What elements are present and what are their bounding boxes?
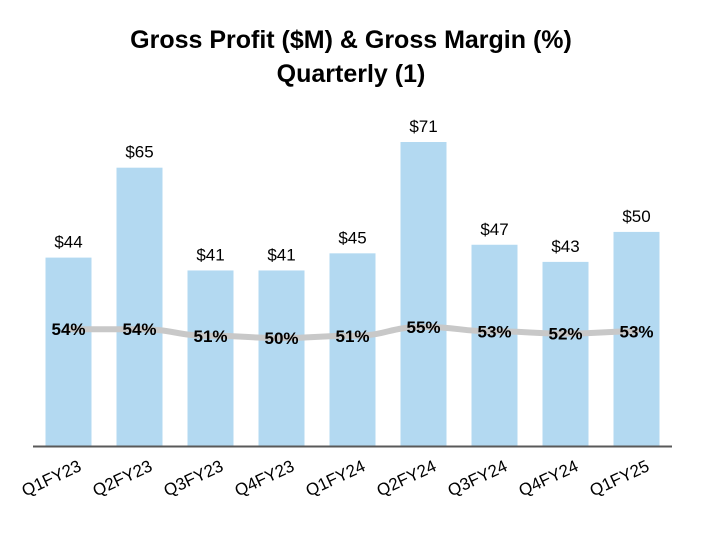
margin-label-Q3FY24: 53% [477, 322, 511, 341]
bar-value-label-Q3FY23: $41 [196, 245, 224, 264]
bar-Q1FY23 [45, 257, 92, 446]
margin-label-Q2FY24: 55% [406, 318, 440, 337]
bar-Q1FY25 [613, 231, 660, 446]
category-label-Q4FY24: Q4FY24 [516, 456, 581, 500]
chart-subtitle: Quarterly (1) [276, 60, 426, 88]
margin-label-Q1FY23: 54% [51, 320, 85, 339]
bar-Q1FY24 [329, 253, 376, 446]
bar-value-label-Q1FY23: $44 [54, 233, 82, 252]
bar-Q2FY23 [116, 167, 163, 447]
category-label-Q2FY24: Q2FY24 [374, 456, 439, 500]
margin-label-Q1FY25: 53% [619, 322, 653, 341]
margin-label-Q3FY23: 51% [193, 327, 227, 346]
margin-label-Q2FY23: 54% [122, 320, 156, 339]
chart-title: Gross Profit ($M) & Gross Margin (%) [130, 26, 572, 54]
category-label-Q2FY23: Q2FY23 [90, 456, 155, 500]
category-label-Q1FY24: Q1FY24 [303, 456, 368, 500]
bar-value-label-Q2FY23: $65 [125, 143, 153, 162]
category-label-Q3FY23: Q3FY23 [161, 456, 226, 500]
margin-label-Q4FY24: 52% [548, 325, 582, 344]
bar-value-label-Q4FY24: $43 [551, 237, 579, 256]
bar-value-label-Q3FY24: $47 [480, 220, 508, 239]
bar-Q2FY24 [400, 142, 447, 446]
category-label-Q3FY24: Q3FY24 [445, 456, 510, 500]
category-label-Q1FY23: Q1FY23 [19, 456, 84, 500]
margin-line [65, 323, 640, 342]
bar-Q3FY23 [187, 270, 234, 446]
bar-value-label-Q1FY24: $45 [338, 228, 366, 247]
category-label-Q1FY25: Q1FY25 [587, 456, 652, 500]
bar-Q3FY24 [471, 244, 518, 446]
bar-Q4FY23 [258, 270, 305, 446]
margin-label-Q1FY24: 51% [335, 327, 369, 346]
bar-value-label-Q2FY24: $71 [409, 117, 437, 136]
bar-value-label-Q4FY23: $41 [267, 245, 295, 264]
margin-label-Q4FY23: 50% [264, 329, 298, 348]
bar-value-label-Q1FY25: $50 [622, 207, 650, 226]
category-label-Q4FY23: Q4FY23 [232, 456, 297, 500]
bar-Q4FY24 [542, 261, 589, 446]
